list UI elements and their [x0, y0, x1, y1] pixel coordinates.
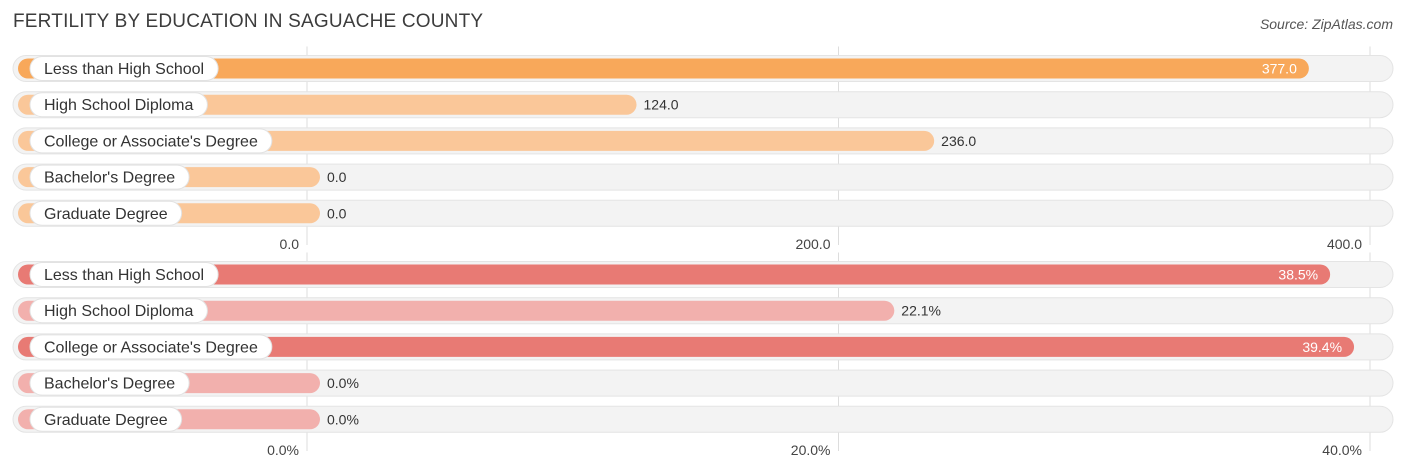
chart-title: FERTILITY BY EDUCATION IN SAGUACHE COUNT…: [13, 11, 484, 32]
category-pill-0-3: [29, 164, 190, 190]
category-label: Graduate Degree: [44, 206, 168, 223]
category-label: High School Diploma: [44, 303, 194, 320]
bar-1-0: [18, 264, 1331, 285]
category-pill-1-4: [29, 406, 183, 432]
category-pill-0-0: [29, 56, 219, 81]
value-label: 38.5%: [1278, 267, 1318, 283]
row-track-1-4: [12, 405, 1394, 433]
tick-label: 0.0: [280, 236, 300, 252]
value-label: 0.0%: [327, 411, 359, 427]
category-label: College or Associate's Degree: [44, 339, 258, 356]
bar-0-0: [18, 58, 1309, 79]
category-label: Less than High School: [44, 61, 204, 78]
source-label: Source: ZipAtlas.com: [1259, 16, 1393, 32]
tick-label: 400.0: [1327, 236, 1362, 252]
tick-label: 200.0: [795, 236, 830, 252]
value-label: 236.0: [941, 133, 976, 149]
category-pill-1-0: [29, 262, 219, 287]
bar-1-2: [18, 336, 1355, 357]
value-label: 377.0: [1262, 61, 1297, 77]
category-pill-0-4: [29, 200, 183, 226]
value-label: 0.0: [327, 169, 347, 185]
row-track-0-4: [12, 199, 1394, 227]
row-track-1-3: [12, 369, 1394, 397]
category-pill-1-2: [29, 334, 273, 360]
value-label: 22.1%: [901, 303, 941, 319]
category-label: High School Diploma: [44, 97, 194, 114]
value-label: 0.0: [327, 205, 347, 221]
category-label: Bachelor's Degree: [44, 170, 175, 187]
category-label: College or Associate's Degree: [44, 133, 258, 150]
tick-label: 0.0%: [267, 442, 299, 458]
bar-1-1: [18, 300, 895, 321]
value-label: 124.0: [644, 97, 679, 113]
row-track-0-3: [12, 163, 1394, 191]
category-pill-0-1: [29, 92, 208, 118]
category-pill-1-3: [29, 370, 190, 396]
tick-label: 40.0%: [1322, 442, 1362, 458]
value-label: 39.4%: [1302, 339, 1342, 355]
category-label: Graduate Degree: [44, 412, 168, 429]
tick-label: 20.0%: [791, 442, 831, 458]
category-pill-1-1: [29, 298, 208, 324]
category-pill-0-2: [29, 128, 273, 154]
value-label: 0.0%: [327, 375, 359, 391]
category-label: Bachelor's Degree: [44, 376, 175, 393]
category-label: Less than High School: [44, 267, 204, 284]
